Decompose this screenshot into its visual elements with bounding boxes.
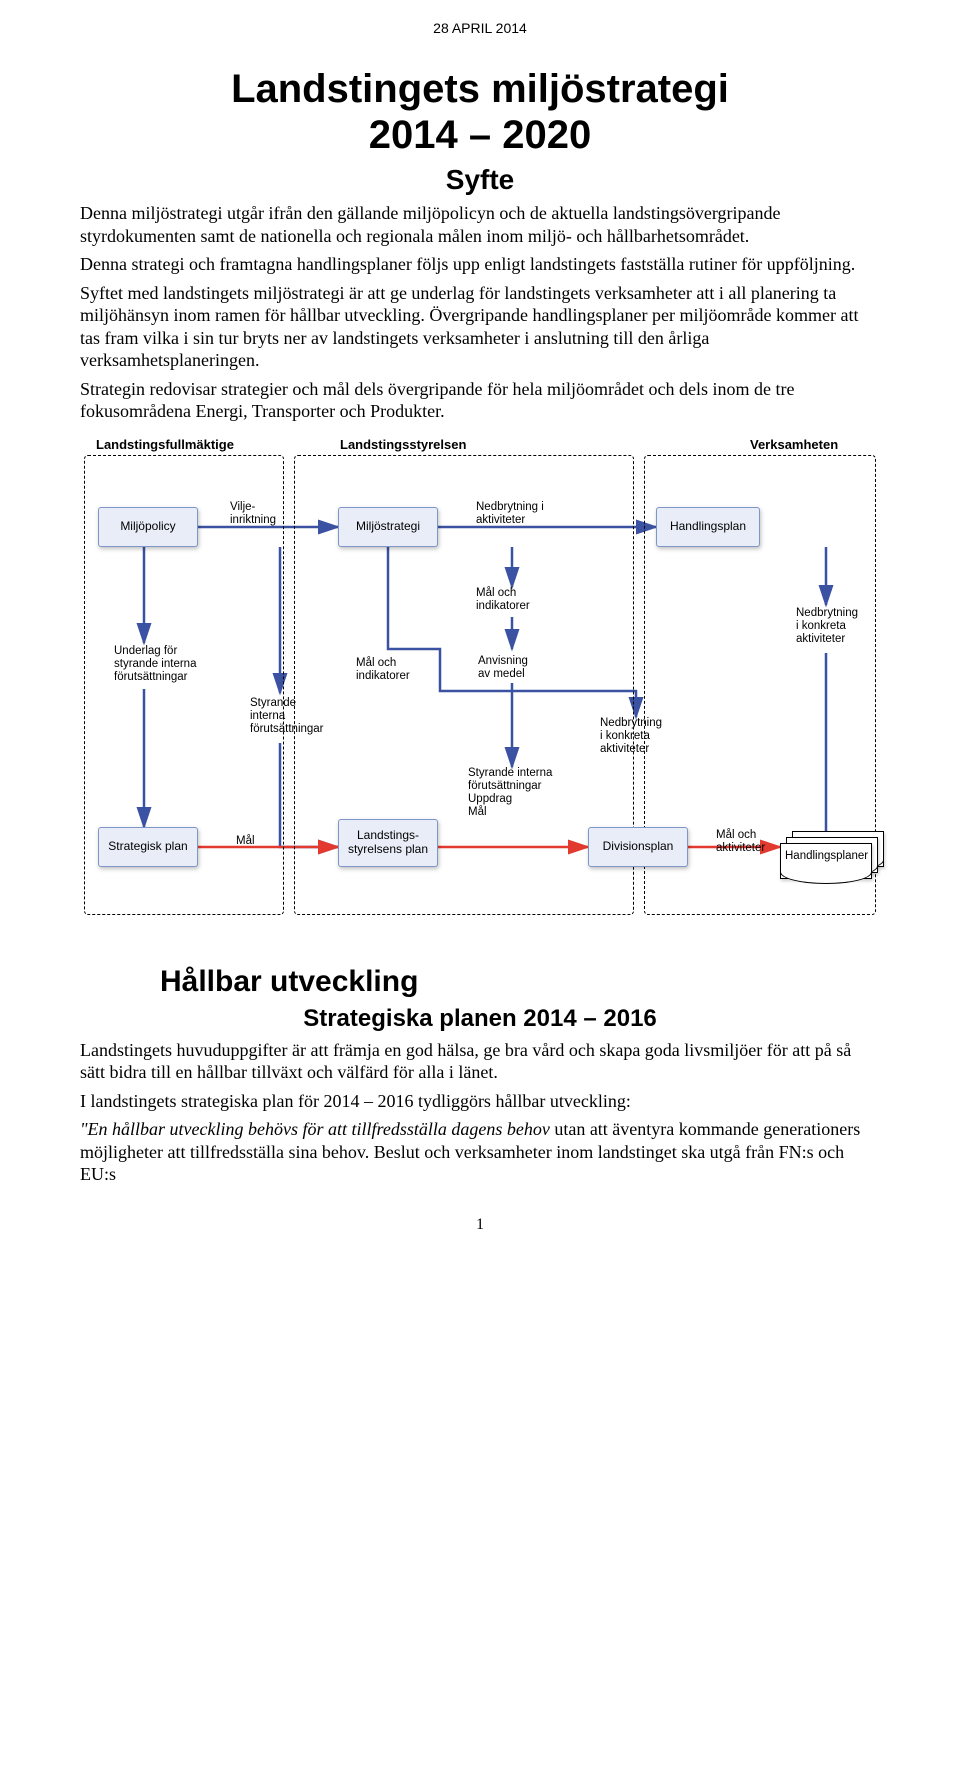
diagram-node-divplan: Divisionsplan [588,827,688,867]
diagram-edge-label: Styrande internaförutsättningarUppdragMå… [468,767,552,820]
paragraph-1: Denna miljöstrategi utgår ifrån den gäll… [80,202,880,247]
diagram-node-lsplan: Landstings-styrelsens plan [338,819,438,867]
paragraph-3: Syftet med landstingets miljöstrategi är… [80,282,880,372]
paragraph-6: I landstingets strategiska plan för 2014… [80,1090,880,1113]
paragraph-5: Landstingets huvuduppgifter är att främj… [80,1039,880,1084]
diagram-doc-stack: Handlingsplaner [780,843,872,879]
diagram-edge-label: Styrandeinternaförutsättningar [250,697,324,737]
header-date: 28 APRIL 2014 [80,20,880,36]
diagram-edge-label: Nedbrytningi konkretaaktiviteter [796,607,858,647]
diagram-node-miljopolicy: Miljöpolicy [98,507,198,547]
diagram-node-handlingsplan: Handlingsplan [656,507,760,547]
org-flow-diagram: Landstingsfullmäktige Landstingsstyrelsen… [80,437,880,937]
document-title: Landstingets miljöstrategi 2014 – 2020 [80,66,880,158]
diagram-column-header: Landstingsstyrelsen [340,437,466,452]
diagram-edge-label: Anvisningav medel [478,655,528,681]
section-hallbar-heading: Hållbar utveckling [160,965,880,999]
diagram-node-miljostrategi: Miljöstrategi [338,507,438,547]
diagram-edge-label: Mål ochindikatorer [356,657,410,683]
diagram-edge-label: Mål ochindikatorer [476,587,530,613]
subsection-strategiska-heading: Strategiska planen 2014 – 2016 [80,1005,880,1033]
diagram-edge-label: Mål ochaktiviteter [716,829,765,855]
page-number: 1 [80,1216,880,1234]
document-page: 28 APRIL 2014 Landstingets miljöstrategi… [0,0,960,1274]
title-line1: Landstingets miljöstrategi [231,67,729,111]
diagram-edge-label: Nedbrytning iaktiviteter [476,501,544,527]
diagram-column-header: Verksamheten [750,437,838,452]
paragraph-7-quote: "En hållbar utveckling behövs för att ti… [80,1119,554,1139]
section-syfte-heading: Syfte [80,164,880,196]
diagram-edge-label: Underlag förstyrande internaförutsättnin… [114,645,196,685]
diagram-node-stratplan: Strategisk plan [98,827,198,867]
paragraph-7: "En hållbar utveckling behövs för att ti… [80,1118,880,1186]
diagram-edge-label: Vilje-inriktning [230,501,276,527]
diagram-column-header: Landstingsfullmäktige [96,437,234,452]
diagram-edge-label: Mål [236,835,255,848]
paragraph-2: Denna strategi och framtagna handlingspl… [80,253,880,276]
diagram-edge-label: Nedbrytningi konkretaaktiviteter [600,717,662,757]
title-line2: 2014 – 2020 [369,113,591,157]
paragraph-4: Strategin redovisar strategier och mål d… [80,378,880,423]
